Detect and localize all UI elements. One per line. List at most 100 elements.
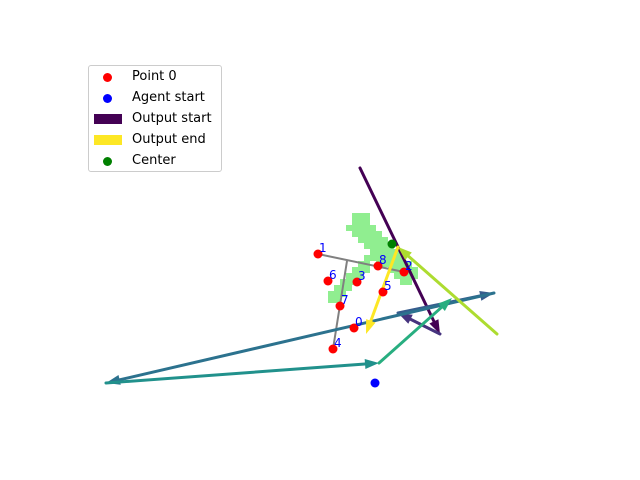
- agent-start-marker: [370, 378, 380, 388]
- region-cell: [352, 273, 358, 279]
- region-cell: [358, 231, 364, 237]
- output-arrow: [358, 166, 440, 334]
- region-cell: [388, 255, 394, 261]
- point-marker: [335, 301, 345, 311]
- output-arrows: [104, 166, 499, 385]
- region-cell: [406, 261, 412, 267]
- arrow-shaft: [358, 166, 436, 323]
- region-cell: [412, 267, 418, 273]
- point-marker: [349, 323, 359, 333]
- region-cell: [352, 225, 358, 231]
- region-cell: [364, 213, 370, 219]
- output-arrow: [104, 359, 379, 385]
- region-cell: [376, 249, 382, 255]
- arrow-shaft: [369, 245, 400, 323]
- region-cell: [382, 255, 388, 261]
- region-cell: [406, 279, 412, 285]
- region-cell: [352, 267, 358, 273]
- region-cell: [412, 273, 418, 279]
- center-marker: [387, 239, 397, 249]
- region-cell: [346, 279, 352, 285]
- region-cell: [346, 273, 352, 279]
- region-cell: [328, 291, 334, 297]
- point-label: 1: [319, 241, 327, 255]
- region-cell: [358, 225, 364, 231]
- arrow-head: [429, 319, 440, 334]
- region-cell: [394, 273, 400, 279]
- arrow-shaft: [118, 291, 496, 382]
- output-arrow: [398, 247, 499, 336]
- region-cell: [358, 273, 364, 279]
- output-arrow: [106, 291, 496, 385]
- legend-label: Output start: [132, 111, 212, 126]
- region-cell: [400, 279, 406, 285]
- arrow-shaft: [409, 317, 442, 336]
- point-label: 6: [329, 268, 337, 282]
- region-cell: [358, 219, 364, 225]
- region-cell: [376, 237, 382, 243]
- region-cell: [370, 237, 376, 243]
- output-arrow: [377, 298, 452, 365]
- legend-label: Agent start: [132, 90, 205, 105]
- legend: Point 0 Agent start Output start Output …: [88, 65, 222, 172]
- region-cell: [382, 261, 388, 267]
- region-cell: [358, 237, 364, 243]
- green-dot-icon: [103, 157, 112, 166]
- point-marker: [328, 344, 338, 354]
- region-cell: [334, 285, 340, 291]
- region-cell: [370, 249, 376, 255]
- arrow-head: [366, 319, 376, 334]
- point-marker: [373, 261, 383, 271]
- region-cell: [370, 243, 376, 249]
- region-cell: [364, 243, 370, 249]
- region-cell: [340, 291, 346, 297]
- arrow-shaft: [407, 254, 499, 336]
- region-cell: [370, 231, 376, 237]
- region-cell: [346, 225, 352, 231]
- red-dot-icon: [103, 73, 112, 82]
- region-cell: [394, 255, 400, 261]
- point-label: 0: [355, 315, 363, 329]
- output-arrow: [366, 245, 400, 334]
- yellow-swatch-icon: [94, 135, 122, 145]
- point-label: 8: [379, 253, 387, 267]
- arrow-shaft: [377, 305, 444, 365]
- legend-item-output-start: Output start: [89, 110, 223, 130]
- legend-item-agent-start: Agent start: [89, 89, 223, 109]
- region-cell: [370, 225, 376, 231]
- region-cell: [334, 291, 340, 297]
- arrow-shaft: [104, 362, 367, 385]
- legend-label: Output end: [132, 132, 206, 147]
- region-cell: [388, 249, 394, 255]
- legend-item-point-0: Point 0: [89, 68, 223, 88]
- legend-item-output-end: Output end: [89, 131, 223, 151]
- point-label: 3: [358, 269, 366, 283]
- region-cell: [376, 255, 382, 261]
- region-cell: [382, 243, 388, 249]
- region-cell: [346, 285, 352, 291]
- region-cell: [364, 225, 370, 231]
- region-cell: [370, 255, 376, 261]
- region-cell: [406, 273, 412, 279]
- point-marker: [352, 277, 362, 287]
- region-cell: [376, 231, 382, 237]
- legend-label: Point 0: [132, 69, 177, 84]
- point-marker: [399, 267, 409, 277]
- region-cell: [358, 267, 364, 273]
- region-cell: [364, 255, 370, 261]
- purple-swatch-icon: [94, 114, 122, 124]
- point-marker: [313, 249, 323, 259]
- legend-item-center: Center: [89, 152, 223, 172]
- point-label: 5: [384, 279, 392, 293]
- data-points: 0 1 2 3 4 5 67 8: [313, 239, 413, 388]
- region-cell: [364, 237, 370, 243]
- point-marker: [323, 276, 333, 286]
- point-label: 2: [405, 259, 413, 273]
- point-label: 7: [341, 293, 349, 307]
- region-cell: [364, 231, 370, 237]
- point-marker: [378, 287, 388, 297]
- arrow-head: [364, 359, 379, 370]
- region-cell: [400, 261, 406, 267]
- region-cell: [334, 297, 340, 303]
